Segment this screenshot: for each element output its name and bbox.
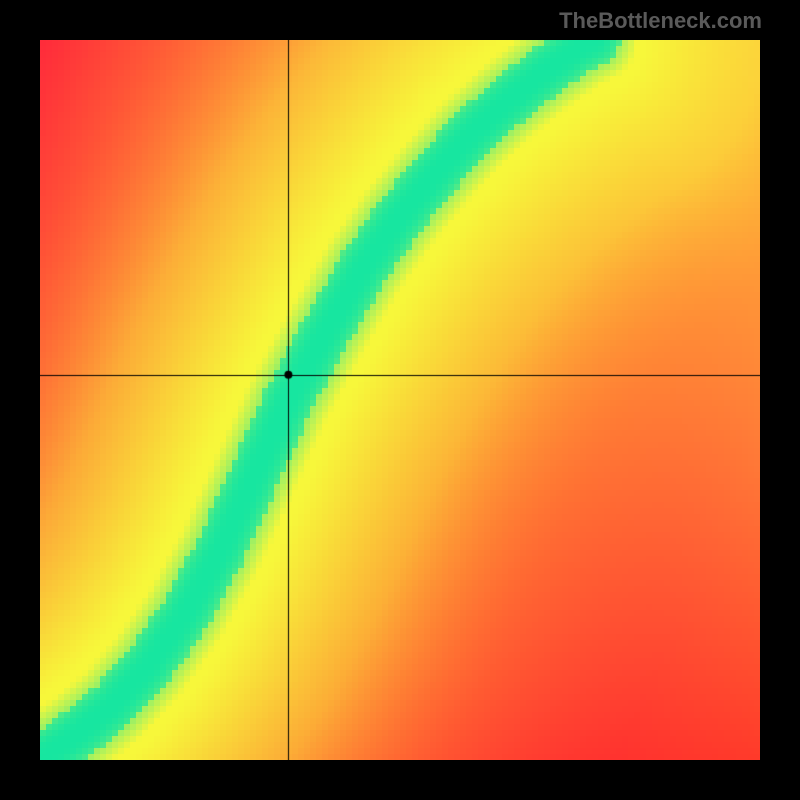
bottleneck-heatmap	[40, 40, 760, 760]
watermark-text: TheBottleneck.com	[559, 8, 762, 34]
chart-container: TheBottleneck.com	[0, 0, 800, 800]
